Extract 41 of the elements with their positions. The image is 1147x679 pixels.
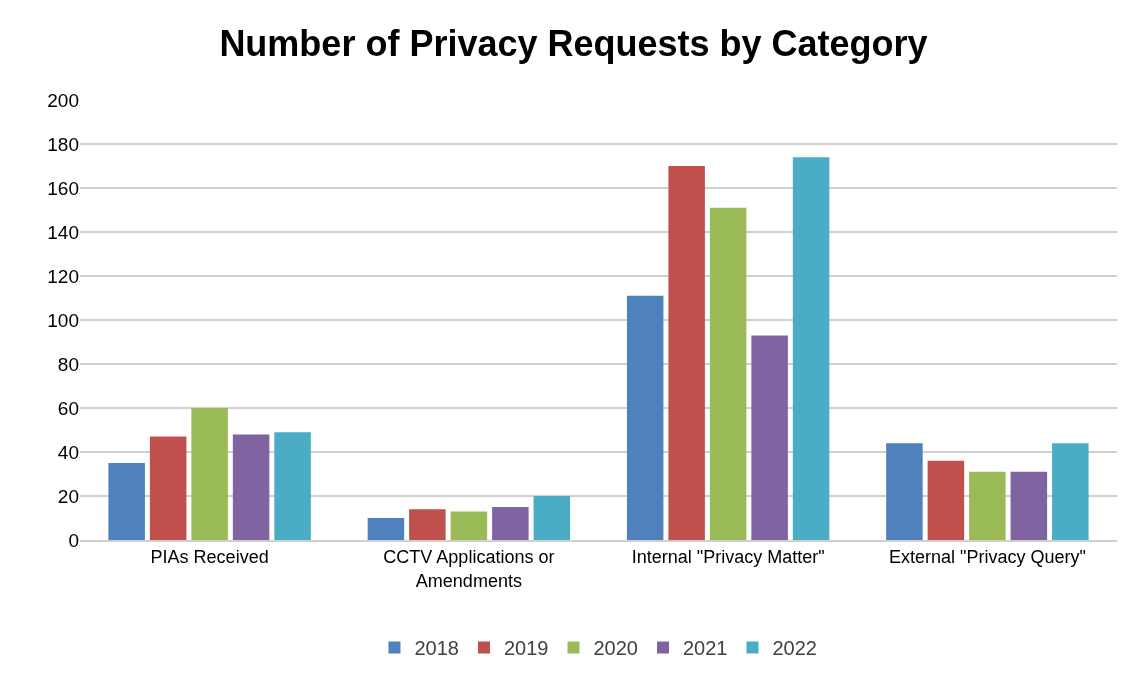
legend-label: 2018 (414, 637, 459, 660)
legend-label: 2021 (683, 637, 728, 660)
chart-title: Number of Privacy Requests by Category (219, 22, 928, 64)
bar (533, 496, 571, 540)
bar (409, 509, 446, 540)
y-tick-label: 140 (47, 221, 79, 243)
bar (1010, 471, 1048, 540)
bar (1052, 443, 1089, 540)
y-tick-label: 160 (47, 177, 79, 199)
bar (969, 471, 1006, 540)
legend-label: 2020 (593, 637, 638, 660)
legend-label: 2022 (772, 637, 817, 660)
bar (626, 295, 664, 540)
legend-label: 2019 (504, 637, 549, 660)
bar (191, 408, 228, 540)
y-tick-label: 100 (47, 309, 79, 331)
x-tick-label: CCTV Applications or Amendments (383, 547, 555, 591)
y-tick-label: 80 (57, 353, 79, 375)
bar (492, 507, 529, 540)
bar (751, 335, 788, 540)
y-tick-label: 20 (57, 485, 79, 507)
y-tick-label: 180 (47, 133, 79, 155)
bar (274, 432, 311, 540)
y-tick-label: 40 (57, 441, 79, 463)
y-tick-label: 0 (68, 529, 79, 551)
x-tick-label: Internal "Privacy Matter" (631, 547, 825, 568)
y-tick-label: 120 (47, 265, 79, 287)
bar (149, 436, 187, 540)
y-tick-label: 200 (47, 89, 79, 111)
bar (792, 157, 830, 540)
x-tick-label: External "Privacy Query" (888, 547, 1086, 568)
x-tick-label: PIAs Received (150, 547, 269, 568)
bar (367, 518, 405, 540)
bar (709, 207, 747, 540)
bar (108, 463, 145, 540)
bar (450, 511, 488, 540)
bar (927, 460, 965, 540)
bar (232, 434, 270, 540)
bar (668, 166, 705, 540)
bar (886, 443, 923, 540)
y-tick-label: 60 (57, 397, 79, 419)
